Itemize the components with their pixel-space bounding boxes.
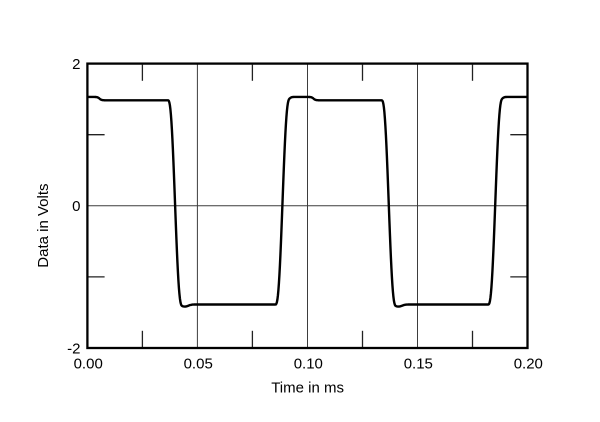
svg-text:Data in Volts: Data in Volts [35,183,52,267]
svg-text:-2: -2 [67,340,80,357]
svg-text:0.10: 0.10 [294,355,323,372]
svg-text:Time in ms: Time in ms [271,379,344,396]
svg-text:0.20: 0.20 [514,355,543,372]
svg-text:0: 0 [72,198,80,215]
svg-text:0.00: 0.00 [74,355,103,372]
svg-text:0.15: 0.15 [404,355,433,372]
svg-text:2: 2 [72,56,80,73]
svg-text:0.05: 0.05 [184,355,213,372]
